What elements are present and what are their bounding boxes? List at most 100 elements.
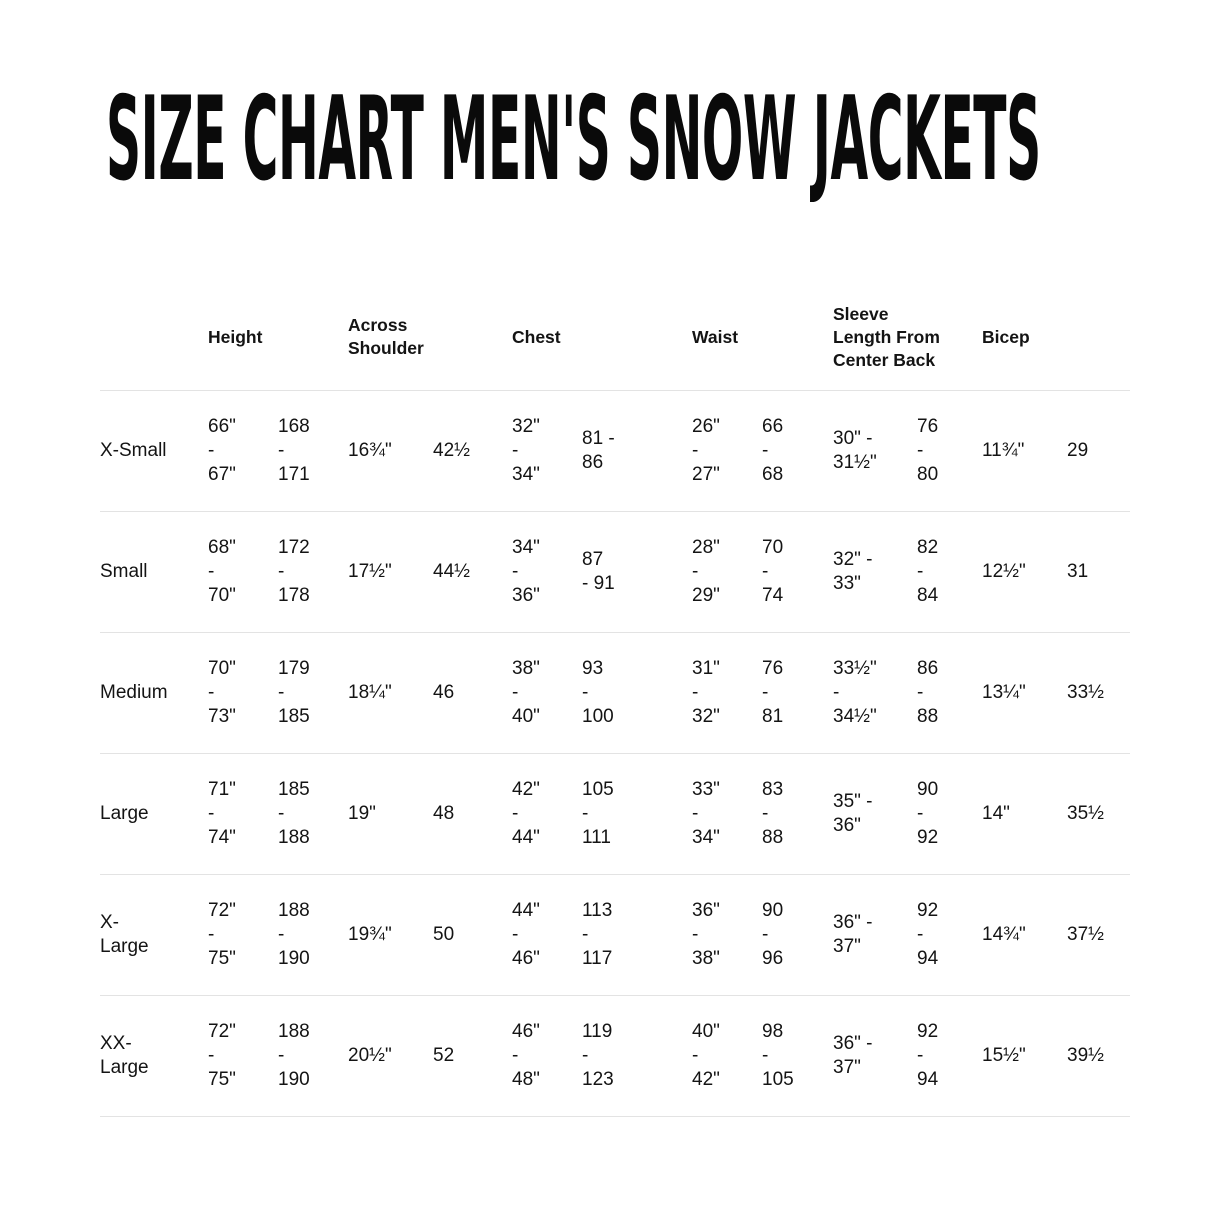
cell-line: 36" - bbox=[833, 1033, 873, 1054]
table-cell: 50 bbox=[433, 923, 512, 947]
cell-line: 32" bbox=[692, 706, 720, 727]
table-cell: 42" - 44" bbox=[512, 778, 582, 850]
cell-line: - bbox=[582, 1045, 589, 1066]
cell-line: 52 bbox=[433, 1045, 455, 1066]
cell-line: 74 bbox=[762, 585, 784, 606]
header-bicep: Bicep bbox=[982, 326, 1130, 349]
cell-line: 70" bbox=[208, 585, 236, 606]
cell-line: 188 bbox=[278, 827, 310, 848]
size-chart-table: Height Across Shoulder Chest Waist Sleeve Leng… bbox=[100, 284, 1130, 1117]
table-cell: 16¾" bbox=[348, 439, 433, 463]
cell-line: 67" bbox=[208, 464, 236, 485]
cell-line: - bbox=[512, 440, 519, 461]
cell-line: 20½" bbox=[348, 1045, 392, 1066]
cell-line: - bbox=[278, 1045, 285, 1066]
table-cell: 83 - 88 bbox=[762, 778, 833, 850]
cell-line: 34" bbox=[512, 537, 540, 558]
table-body: X-Small 66" -67" 168-171 16¾" 42½ 32" -34" 81 -8… bbox=[100, 390, 1130, 1117]
cell-line: 111 bbox=[582, 827, 611, 848]
cell-line: 31" bbox=[692, 658, 720, 679]
table-cell: 172 - 178 bbox=[278, 536, 348, 608]
cell-line: 80 bbox=[917, 464, 939, 485]
cell-line: 75" bbox=[208, 1069, 236, 1090]
cell-line: - bbox=[582, 803, 589, 824]
cell-line: 29" bbox=[692, 585, 720, 606]
table-cell: 19" bbox=[348, 802, 433, 826]
header-waist: Waist bbox=[692, 326, 833, 349]
cell-line: 90 bbox=[917, 779, 939, 800]
cell-line: - bbox=[762, 682, 769, 703]
cell-line: 105 bbox=[582, 779, 614, 800]
cell-line: 70" bbox=[208, 658, 236, 679]
cell-line: 14¾" bbox=[982, 924, 1026, 945]
cell-line: - bbox=[208, 682, 215, 703]
cell-line: 36" bbox=[512, 585, 540, 606]
table-cell: 66" - 67" bbox=[208, 415, 278, 487]
cell-line: - bbox=[512, 561, 519, 582]
cell-line: - bbox=[512, 924, 519, 945]
table-cell: 32" - 34" bbox=[512, 415, 582, 487]
table-cell: 36" - 37" bbox=[833, 911, 917, 959]
table-cell: 98 - 105 bbox=[762, 1020, 833, 1092]
cell-line: 76 bbox=[917, 416, 939, 437]
cell-line: - bbox=[208, 803, 215, 824]
table-cell: 13¼" bbox=[982, 681, 1067, 705]
cell-line: 66" bbox=[208, 416, 236, 437]
table-row: Large 71" - 74" 185 - 188 19" 48 42" - 44" 105 - 111 33… bbox=[100, 753, 1130, 874]
cell-line: - 91 bbox=[582, 573, 615, 594]
cell-line: 27" bbox=[692, 464, 720, 485]
table-cell: 52 bbox=[433, 1044, 512, 1068]
cell-line: 39½ bbox=[1067, 1045, 1104, 1066]
cell-line: 33½ bbox=[1067, 682, 1104, 703]
cell-line: 185 bbox=[278, 779, 310, 800]
table-cell: 11¾" bbox=[982, 439, 1067, 463]
cell-line: 19¾" bbox=[348, 924, 392, 945]
cell-line: Center Back bbox=[833, 349, 936, 370]
cell-line: 36" bbox=[692, 900, 720, 921]
table-cell: 70 - 74 bbox=[762, 536, 833, 608]
cell-line: Shoulder bbox=[348, 338, 424, 358]
cell-line: - bbox=[208, 561, 215, 582]
cell-line: 48 bbox=[433, 803, 455, 824]
cell-line: 42" bbox=[512, 779, 540, 800]
cell-line: 19" bbox=[348, 803, 376, 824]
cell-line: 32" - bbox=[833, 549, 873, 570]
cell-line: - bbox=[512, 803, 519, 824]
table-cell: 17½" bbox=[348, 560, 433, 584]
table-cell: 179 - 185 bbox=[278, 657, 348, 729]
cell-line: Large bbox=[100, 1057, 149, 1078]
header-height: Height bbox=[208, 326, 348, 349]
table-cell: 33½" - 34½" bbox=[833, 657, 917, 729]
cell-line: 31½" bbox=[833, 452, 877, 473]
table-cell: 31" - 32" bbox=[692, 657, 762, 729]
cell-line: - bbox=[917, 924, 924, 945]
header-across-shoulder: Across Shoulder bbox=[348, 314, 512, 360]
cell-line: 12½" bbox=[982, 561, 1026, 582]
cell-line: 17½" bbox=[348, 561, 392, 582]
table-cell: 82 - 84 bbox=[917, 536, 982, 608]
table-cell: 12½" bbox=[982, 560, 1067, 584]
cell-line: 96 bbox=[762, 948, 784, 969]
cell-line: 34" bbox=[692, 827, 720, 848]
cell-line: 46 bbox=[433, 682, 455, 703]
cell-line: 33½" bbox=[833, 658, 877, 679]
cell-line: 44½ bbox=[433, 561, 470, 582]
cell-line: - bbox=[512, 682, 519, 703]
cell-line: 36" bbox=[833, 815, 861, 836]
table-cell: 44" - 46" bbox=[512, 899, 582, 971]
table-cell: 76 - 81 bbox=[762, 657, 833, 729]
cell-line: 46" bbox=[512, 1021, 540, 1042]
cell-line: 82 bbox=[917, 537, 939, 558]
cell-line: 42" bbox=[692, 1069, 720, 1090]
cell-line: 16¾" bbox=[348, 440, 392, 461]
cell-line: 123 bbox=[582, 1069, 614, 1090]
cell-line: 72" bbox=[208, 900, 236, 921]
cell-line: 70 bbox=[762, 537, 784, 558]
table-cell: 92 - 94 bbox=[917, 1020, 982, 1092]
cell-line: - bbox=[208, 924, 215, 945]
cell-line: 105 bbox=[762, 1069, 794, 1090]
cell-line: 190 bbox=[278, 948, 310, 969]
cell-line: 92 bbox=[917, 1021, 939, 1042]
cell-line: - bbox=[692, 803, 699, 824]
cell-line: 46" bbox=[512, 948, 540, 969]
